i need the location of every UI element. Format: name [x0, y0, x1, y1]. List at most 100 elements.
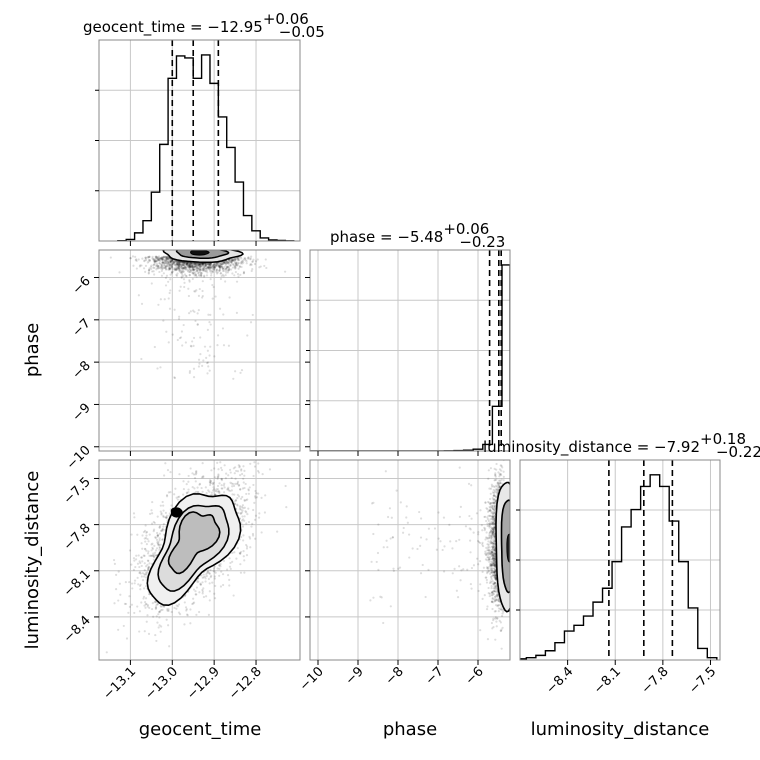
sample-point: [263, 264, 266, 268]
sample-point: [239, 262, 243, 265]
sample-point: [157, 544, 160, 547]
sample-point: [160, 269, 164, 272]
sample-point: [229, 561, 232, 565]
sample-point: [161, 608, 164, 611]
sample-point: [225, 262, 228, 266]
sample-point: [180, 269, 183, 272]
sample-point: [153, 553, 156, 556]
sample-point: [146, 614, 149, 617]
sample-point: [210, 266, 214, 269]
sample-point: [199, 265, 202, 268]
sample-point: [229, 263, 232, 266]
sample-point: [162, 514, 165, 518]
sample-point: [153, 260, 156, 264]
sample-point: [492, 557, 496, 560]
sample-point: [211, 265, 215, 268]
sample-point: [228, 259, 232, 263]
sample-point: [162, 509, 165, 512]
sample-point: [218, 265, 221, 268]
sample-point: [185, 266, 188, 269]
sample-point: [224, 269, 228, 273]
sample-point: [222, 484, 225, 487]
sample-point: [186, 263, 189, 266]
sample-point: [165, 258, 168, 261]
sample-point: [209, 265, 212, 268]
sample-point: [198, 263, 202, 266]
sample-point: [490, 551, 494, 554]
sample-point: [146, 605, 149, 608]
sample-point: [243, 571, 246, 574]
sample-point: [230, 261, 233, 264]
sample-point: [248, 535, 251, 539]
sample-point: [201, 289, 204, 293]
sample-point: [258, 512, 261, 515]
sample-point: [168, 260, 171, 263]
sample-point: [138, 630, 141, 633]
sample-point: [190, 263, 194, 266]
sample-point: [215, 264, 218, 267]
sample-point: [185, 263, 189, 266]
sample-point: [206, 263, 209, 266]
sample-point: [152, 266, 155, 269]
sample-point: [222, 313, 225, 316]
sample-point: [215, 488, 218, 491]
sample-point: [211, 482, 214, 485]
sample-point: [157, 255, 161, 258]
sample-point: [491, 567, 494, 570]
sample-point: [187, 268, 190, 271]
sample-point: [217, 474, 220, 477]
sample-point: [491, 558, 494, 561]
sample-point: [200, 272, 203, 275]
sample-point: [234, 498, 237, 502]
sample-point: [490, 510, 493, 513]
sample-point: [491, 574, 494, 577]
sample-point: [487, 566, 490, 569]
sample-point: [151, 542, 154, 545]
sample-point: [493, 518, 496, 521]
sample-point: [211, 493, 214, 497]
sample-point: [235, 443, 237, 445]
sample-point: [201, 590, 204, 593]
sample-point: [152, 259, 155, 262]
sample-point: [207, 266, 210, 270]
sample-point: [175, 262, 178, 265]
sample-point: [161, 256, 164, 260]
sample-point: [197, 491, 200, 494]
sample-point: [225, 266, 228, 269]
sample-point: [194, 265, 198, 268]
sample-point: [147, 568, 150, 571]
sample-point: [188, 371, 191, 375]
sample-point: [175, 273, 178, 276]
sample-point: [228, 584, 231, 587]
sample-point: [147, 269, 151, 272]
sample-point: [501, 612, 504, 615]
sample-point: [186, 261, 189, 264]
sample-point: [231, 551, 234, 555]
sample-point: [220, 262, 223, 266]
sample-point: [233, 266, 237, 269]
sample-point: [460, 569, 463, 572]
sample-point: [139, 588, 142, 591]
sample-point: [207, 266, 210, 269]
sample-point: [191, 265, 195, 268]
sample-point: [188, 263, 192, 266]
sample-point: [195, 264, 198, 267]
sample-point: [252, 474, 255, 478]
sample-point: [143, 260, 146, 263]
sample-point: [160, 512, 163, 515]
sample-point: [175, 261, 179, 264]
sample-point: [212, 285, 215, 289]
sample-point: [146, 537, 149, 541]
sample-point: [193, 487, 196, 490]
sample-point: [147, 566, 151, 569]
sample-point: [247, 507, 250, 510]
sample-point: [232, 259, 235, 262]
sample-point: [160, 274, 164, 277]
sample-point: [484, 550, 487, 553]
sample-point: [228, 578, 231, 581]
sample-point: [189, 263, 192, 266]
sample-point: [245, 262, 248, 265]
sample-point: [182, 267, 186, 270]
sample-point: [486, 543, 489, 546]
sample-point: [208, 490, 211, 493]
